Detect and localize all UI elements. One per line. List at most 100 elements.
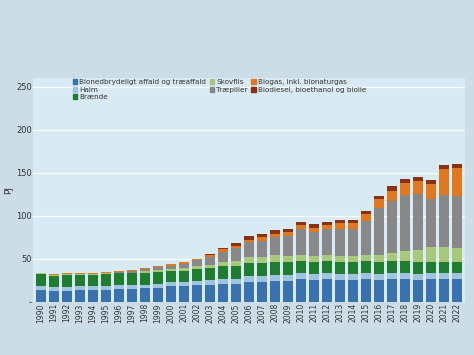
Bar [426, 200, 436, 247]
Bar [244, 242, 254, 257]
Bar [309, 228, 319, 232]
Bar [387, 279, 397, 302]
Bar [335, 224, 345, 229]
Bar [62, 275, 72, 287]
Bar [75, 290, 85, 302]
Bar [387, 261, 397, 273]
Bar [205, 257, 215, 265]
Bar [49, 276, 59, 287]
Bar [127, 285, 137, 289]
Bar [62, 274, 72, 275]
Bar [192, 259, 202, 261]
Bar [88, 274, 98, 275]
Bar [127, 273, 137, 285]
Bar [218, 252, 228, 262]
Bar [140, 268, 150, 269]
Bar [75, 274, 85, 275]
Bar [283, 232, 293, 236]
Bar [387, 191, 397, 201]
Bar [49, 290, 59, 302]
Bar [374, 208, 384, 255]
Bar [309, 232, 319, 256]
Bar [179, 282, 189, 286]
Bar [335, 274, 345, 280]
Bar [452, 168, 462, 196]
Bar [452, 279, 462, 302]
Bar [296, 273, 306, 279]
Bar [322, 229, 332, 255]
Bar [413, 250, 423, 262]
Bar [438, 165, 449, 169]
Bar [49, 274, 59, 275]
Bar [101, 290, 111, 302]
Bar [231, 261, 241, 267]
Bar [348, 280, 358, 302]
Bar [400, 261, 410, 273]
Bar [400, 183, 410, 195]
Bar [374, 200, 384, 208]
Bar [361, 261, 371, 273]
Bar [257, 241, 267, 257]
Bar [101, 273, 111, 274]
Bar [166, 286, 176, 302]
Bar [114, 273, 124, 285]
Bar [452, 196, 462, 247]
Bar [166, 271, 176, 282]
Bar [192, 267, 202, 269]
Bar [114, 271, 124, 272]
Bar [101, 272, 111, 273]
Bar [270, 230, 280, 234]
Bar [322, 279, 332, 302]
Bar [153, 272, 163, 284]
Legend: Bionedbrydeligt affald og træaffald, Halm, Brænde, Skovflis, Træpiller, Biogas, : Bionedbrydeligt affald og træaffald, Hal… [71, 77, 368, 102]
Bar [438, 169, 449, 195]
Bar [114, 272, 124, 273]
Bar [413, 177, 423, 181]
Bar [387, 186, 397, 191]
Bar [179, 268, 189, 271]
Bar [438, 262, 449, 273]
Bar [426, 247, 436, 262]
Bar [400, 273, 410, 279]
Bar [36, 274, 46, 286]
Bar [374, 255, 384, 262]
Bar [426, 273, 436, 279]
Bar [400, 195, 410, 251]
Bar [62, 273, 72, 274]
Bar [270, 262, 280, 275]
Bar [36, 286, 46, 290]
Bar [413, 181, 423, 194]
Bar [218, 284, 228, 302]
Bar [296, 229, 306, 255]
Bar [244, 276, 254, 282]
Bar [309, 262, 319, 274]
Bar [438, 279, 449, 302]
Bar [322, 225, 332, 229]
Bar [140, 271, 150, 273]
Bar [140, 288, 150, 302]
Bar [309, 224, 319, 228]
Bar [114, 289, 124, 302]
Bar [400, 279, 410, 302]
Bar [257, 257, 267, 263]
Bar [192, 269, 202, 281]
Bar [101, 274, 111, 286]
Bar [244, 263, 254, 276]
Bar [361, 279, 371, 302]
Bar [218, 262, 228, 267]
Bar [88, 273, 98, 274]
Bar [283, 229, 293, 232]
Bar [127, 271, 137, 273]
Bar [205, 280, 215, 285]
Bar [231, 246, 241, 248]
Bar [36, 273, 46, 274]
Bar [231, 267, 241, 279]
Bar [283, 275, 293, 281]
Bar [426, 184, 436, 200]
Bar [166, 266, 176, 269]
Bar [153, 267, 163, 270]
Bar [127, 270, 137, 271]
Bar [257, 263, 267, 276]
Bar [153, 266, 163, 267]
Bar [140, 273, 150, 285]
